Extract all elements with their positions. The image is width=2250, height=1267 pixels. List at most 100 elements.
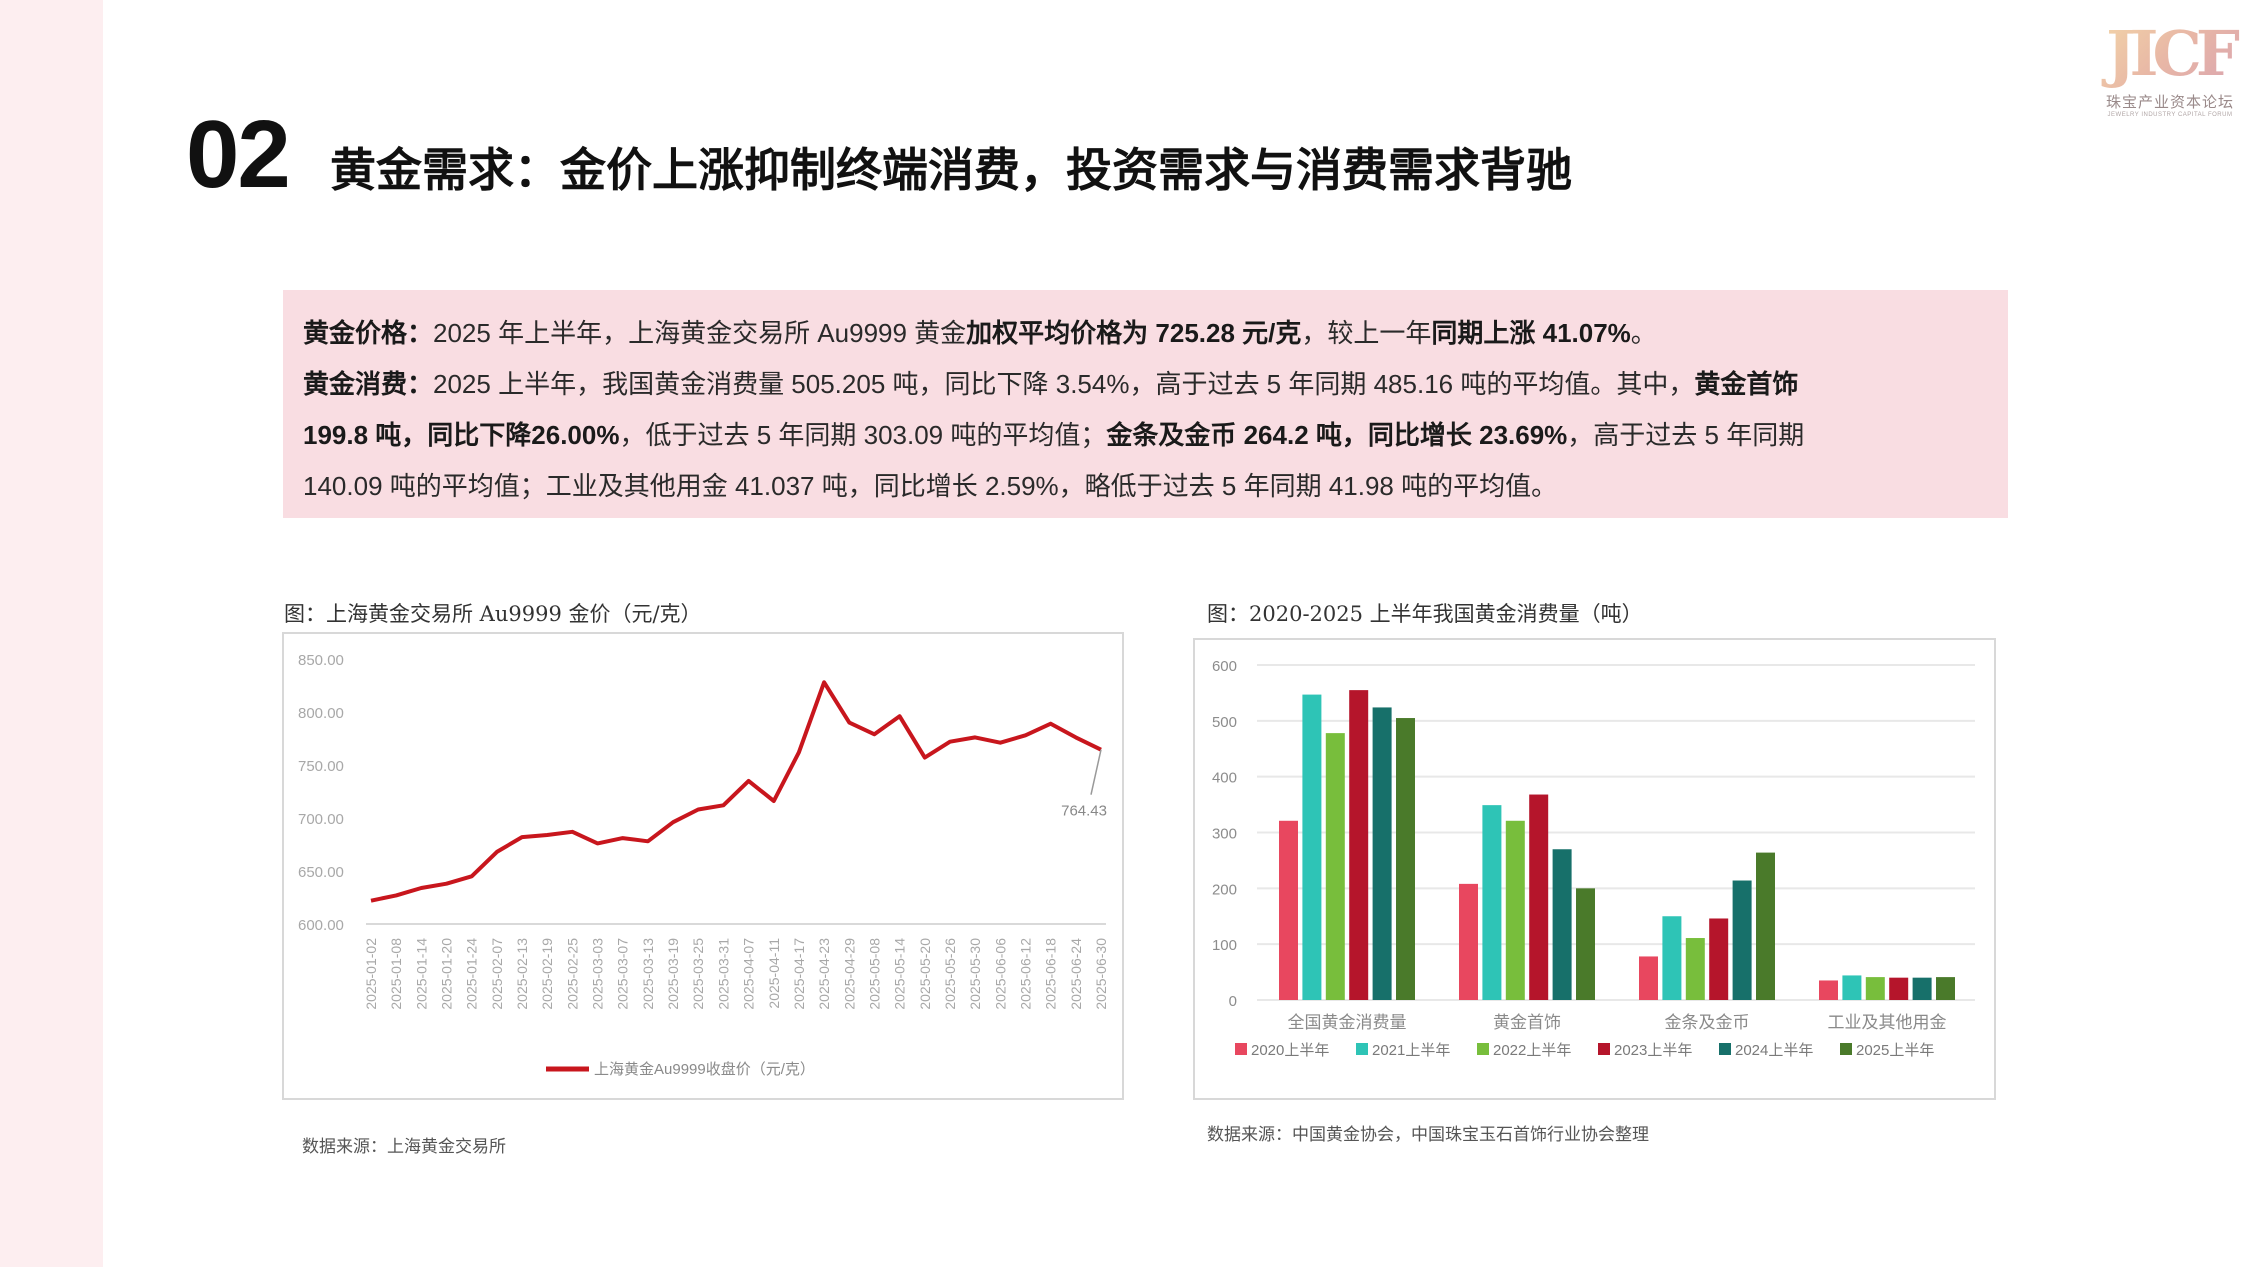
- y-tick-label: 300: [1212, 826, 1237, 843]
- y-tick-label: 500: [1212, 714, 1237, 731]
- y-tick-label: 0: [1229, 993, 1237, 1010]
- x-tick-label: 2025-02-07: [489, 938, 505, 1010]
- price-label: 黄金价格：: [303, 318, 434, 348]
- summary-text: 140.09 吨的平均值；工业及其他用金 41.037 吨，同比增长 2.59%…: [303, 471, 1558, 501]
- bar: [1459, 883, 1478, 1000]
- x-tick-label: 2025-06-30: [1093, 938, 1109, 1010]
- last-value-annotation: 764.43: [1061, 803, 1107, 820]
- x-tick-label: 2025-02-19: [539, 938, 555, 1010]
- x-tick-label: 2025-01-20: [439, 938, 455, 1010]
- gold-price-line-chart-svg: 600.00 650.00 700.00 750.00 800.00 850.00 2025…: [298, 652, 1109, 1078]
- x-tick-label: 2025-01-08: [388, 938, 404, 1010]
- x-tick-label: 2025-05-14: [892, 938, 908, 1010]
- gold-price-line: [370, 680, 1102, 903]
- section-number: 02: [186, 101, 291, 208]
- bar: [1505, 820, 1525, 1000]
- x-tick-label: 2025-04-23: [816, 938, 832, 1010]
- x-tick-label: 2025-06-24: [1068, 938, 1084, 1010]
- summary-bold: 199.8 吨，同比下降26.00%: [303, 420, 620, 450]
- x-tick-label: 2025-04-11: [766, 938, 782, 1009]
- x-tick-label: 2025-03-25: [690, 938, 706, 1010]
- annotation-leader: [1090, 749, 1102, 795]
- page-title: 黄金需求：金价上涨抑制终端消费，投资需求与消费需求背驰: [330, 144, 1572, 196]
- y-tick-label: 750.00: [298, 758, 344, 775]
- y-tick-label: 600: [1212, 658, 1237, 675]
- x-tick-label: 2025-05-08: [866, 938, 882, 1010]
- x-category-label: 全国黄金消费量: [1288, 1013, 1407, 1032]
- jicf-logo: JICF 珠宝产业资本论坛 JEWELRY INDUSTRY CAPITAL F…: [2100, 14, 2240, 144]
- legend-swatch: [1356, 1043, 1368, 1055]
- legend-swatch: [1719, 1043, 1731, 1055]
- summary-text: ，低于过去 5 年同期 303.09 吨的平均值；: [619, 420, 1107, 450]
- x-category-label: 金条及金币: [1665, 1013, 1750, 1032]
- x-tick-label: 2025-05-20: [917, 938, 933, 1010]
- summary-text: 2025 年上半年，上海黄金交易所 Au9999 黄金: [433, 318, 967, 348]
- logo-en-text: JEWELRY INDUSTRY CAPITAL FORUM: [2107, 112, 2233, 118]
- x-tick-label: 2025-03-07: [615, 938, 631, 1010]
- bar: [1912, 977, 1932, 1000]
- bar: [1639, 956, 1658, 1000]
- bar: [1709, 918, 1729, 1000]
- bar: [1889, 977, 1909, 1000]
- x-tick-label: 2025-06-18: [1043, 938, 1059, 1010]
- bar: [1529, 794, 1549, 1000]
- x-tick-label: 2025-05-30: [967, 938, 983, 1010]
- summary-box: 黄金价格：2025 年上半年，上海黄金交易所 Au9999 黄金加权平均价格为 …: [283, 290, 2008, 518]
- y-tick-label: 400: [1212, 770, 1237, 787]
- x-tick-label: 2025-01-24: [464, 938, 480, 1010]
- bar: [1576, 888, 1595, 1000]
- summary-text: ，较上一年: [1301, 318, 1432, 348]
- consumption-label: 黄金消费：: [303, 369, 434, 399]
- x-category-label: 黄金首饰: [1493, 1013, 1561, 1032]
- bar: [1732, 880, 1752, 1000]
- x-tick-label: 2025-02-25: [564, 938, 580, 1010]
- x-tick-label: 2025-03-03: [590, 938, 606, 1010]
- gold-consumption-chart: 0 100 200 300 400 500 600 全国黄金消费量 黄金首饰 金条及金币 工业及其他…: [1193, 638, 1996, 1100]
- x-tick-label: 2025-06-12: [1017, 938, 1033, 1010]
- bar: [1662, 916, 1682, 1000]
- y-tick-label: 800.00: [298, 705, 344, 722]
- x-tick-label: 2025-02-13: [514, 938, 530, 1010]
- bar: [1685, 938, 1705, 1000]
- legend-swatch: [1598, 1043, 1610, 1055]
- bar: [1325, 733, 1345, 1000]
- summary-line-3: 199.8 吨，同比下降26.00%，低于过去 5 年同期 303.09 吨的平…: [303, 410, 2008, 461]
- summary-bold: 加权平均价格为 725.28 元/克: [966, 318, 1302, 348]
- summary-line-consumption: 黄金消费：2025 上半年，我国黄金消费量 505.205 吨，同比下降 3.5…: [303, 359, 2008, 410]
- summary-bold: 同期上涨 41.07%: [1431, 318, 1631, 348]
- legend-label: 2024上半年: [1735, 1042, 1813, 1059]
- side-decoration-strip: [0, 0, 103, 1267]
- summary-line-4: 140.09 吨的平均值；工业及其他用金 41.037 吨，同比增长 2.59%…: [303, 461, 2008, 512]
- legend-label: 2021上半年: [1372, 1042, 1450, 1059]
- gold-price-chart: 600.00 650.00 700.00 750.00 800.00 850.00 2025…: [282, 632, 1124, 1100]
- x-tick-label: 2025-01-02: [363, 938, 379, 1010]
- bar: [1842, 975, 1862, 1000]
- bar: [1302, 694, 1322, 1000]
- bar: [1372, 707, 1392, 1000]
- x-tick-label: 2025-03-19: [665, 938, 681, 1010]
- y-tick-label: 600.00: [298, 917, 344, 934]
- summary-text: 。: [1630, 318, 1657, 348]
- legend-swatch: [1235, 1043, 1247, 1055]
- summary-line-price: 黄金价格：2025 年上半年，上海黄金交易所 Au9999 黄金加权平均价格为 …: [303, 308, 2008, 359]
- left-chart-caption: 图：上海黄金交易所 Au9999 金价（元/克）: [284, 602, 702, 626]
- left-chart-source: 数据来源：上海黄金交易所: [302, 1137, 506, 1157]
- bar: [1819, 980, 1838, 1000]
- summary-bold: 金条及金币 264.2 吨，同比增长 23.69%: [1106, 420, 1568, 450]
- legend-label: 2022上半年: [1493, 1042, 1571, 1059]
- legend-swatch: [1477, 1043, 1489, 1055]
- x-tick-label: 2025-03-31: [715, 938, 731, 1010]
- legend-label: 2025上半年: [1856, 1042, 1934, 1059]
- x-tick-label: 2025-04-17: [791, 938, 807, 1010]
- x-tick-label: 2025-04-29: [841, 938, 857, 1010]
- bar: [1349, 690, 1369, 1000]
- legend-swatch: [1840, 1043, 1852, 1055]
- summary-bold: 黄金首饰: [1694, 369, 1799, 399]
- legend-label: 2023上半年: [1614, 1042, 1692, 1059]
- bar: [1552, 849, 1572, 1000]
- right-chart-caption: 图：2020-2025 上半年我国黄金消费量（吨）: [1207, 602, 1643, 626]
- bar: [1482, 805, 1502, 1000]
- bar: [1279, 820, 1298, 1000]
- x-category-label: 工业及其他用金: [1828, 1013, 1947, 1032]
- bar: [1865, 977, 1885, 1000]
